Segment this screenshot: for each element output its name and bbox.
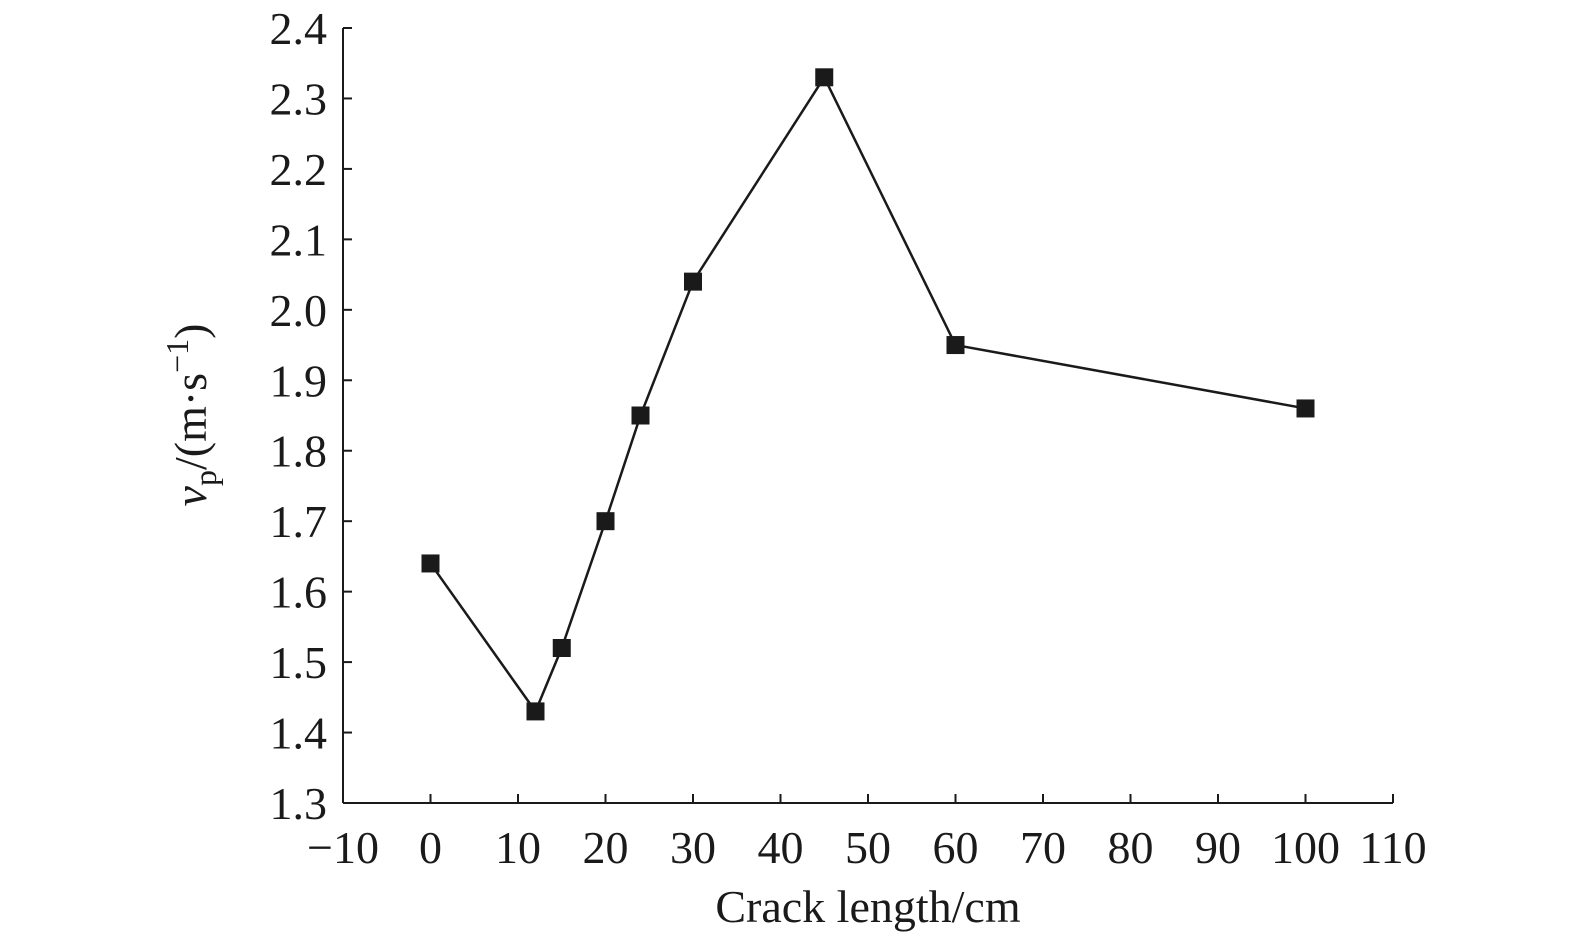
x-tick-label: 10 (495, 822, 541, 873)
series-line (429, 74, 1306, 714)
x-tick-label: 40 (758, 822, 804, 873)
x-tick-label: 90 (1195, 822, 1241, 873)
marker (946, 336, 965, 355)
x-tick-label: 30 (670, 822, 716, 873)
x-tick-label: 60 (933, 822, 979, 873)
y-title-part: −1 (159, 339, 195, 373)
marker (684, 272, 702, 291)
y-tick-label: 1.4 (270, 708, 328, 759)
y-tick-label: 2.0 (270, 285, 328, 336)
y-title-part: /(m·s (165, 373, 216, 470)
x-tick-label: 100 (1271, 822, 1340, 873)
x-tick-label: 70 (1020, 822, 1066, 873)
x-tick-label: 110 (1359, 822, 1426, 873)
x-axis-title: Crack length/cm (715, 881, 1021, 932)
y-tick-label: 2.4 (270, 3, 328, 54)
x-tick-label: 0 (419, 822, 442, 873)
marker (552, 639, 571, 657)
y-axis-title: vp/(m·s−1) (159, 324, 223, 507)
marker (815, 68, 834, 87)
y-tick-label: 1.8 (270, 426, 328, 477)
y-tick-label: 1.3 (270, 778, 328, 829)
y-tick-label: 2.1 (270, 214, 328, 265)
marker (1296, 399, 1315, 418)
x-tick-label: −10 (307, 822, 379, 873)
y-title-part: v (165, 485, 216, 506)
y-tick-label: 1.5 (270, 637, 328, 688)
marker (526, 702, 545, 721)
y-tick-label: 1.9 (270, 355, 328, 406)
x-tick-label: 80 (1108, 822, 1154, 873)
y-tick-label: 1.7 (270, 496, 328, 547)
y-tick-label: 2.2 (270, 144, 328, 195)
x-tick-label: 50 (845, 822, 891, 873)
y-tick-label: 2.3 (270, 73, 328, 124)
y-tick-label: 1.6 (270, 567, 328, 618)
y-title-part: ) (165, 324, 216, 339)
marker (631, 406, 650, 425)
marker (596, 512, 615, 531)
y-title-part: p (187, 470, 223, 486)
x-tick-label: 20 (583, 822, 629, 873)
marker (421, 554, 440, 573)
